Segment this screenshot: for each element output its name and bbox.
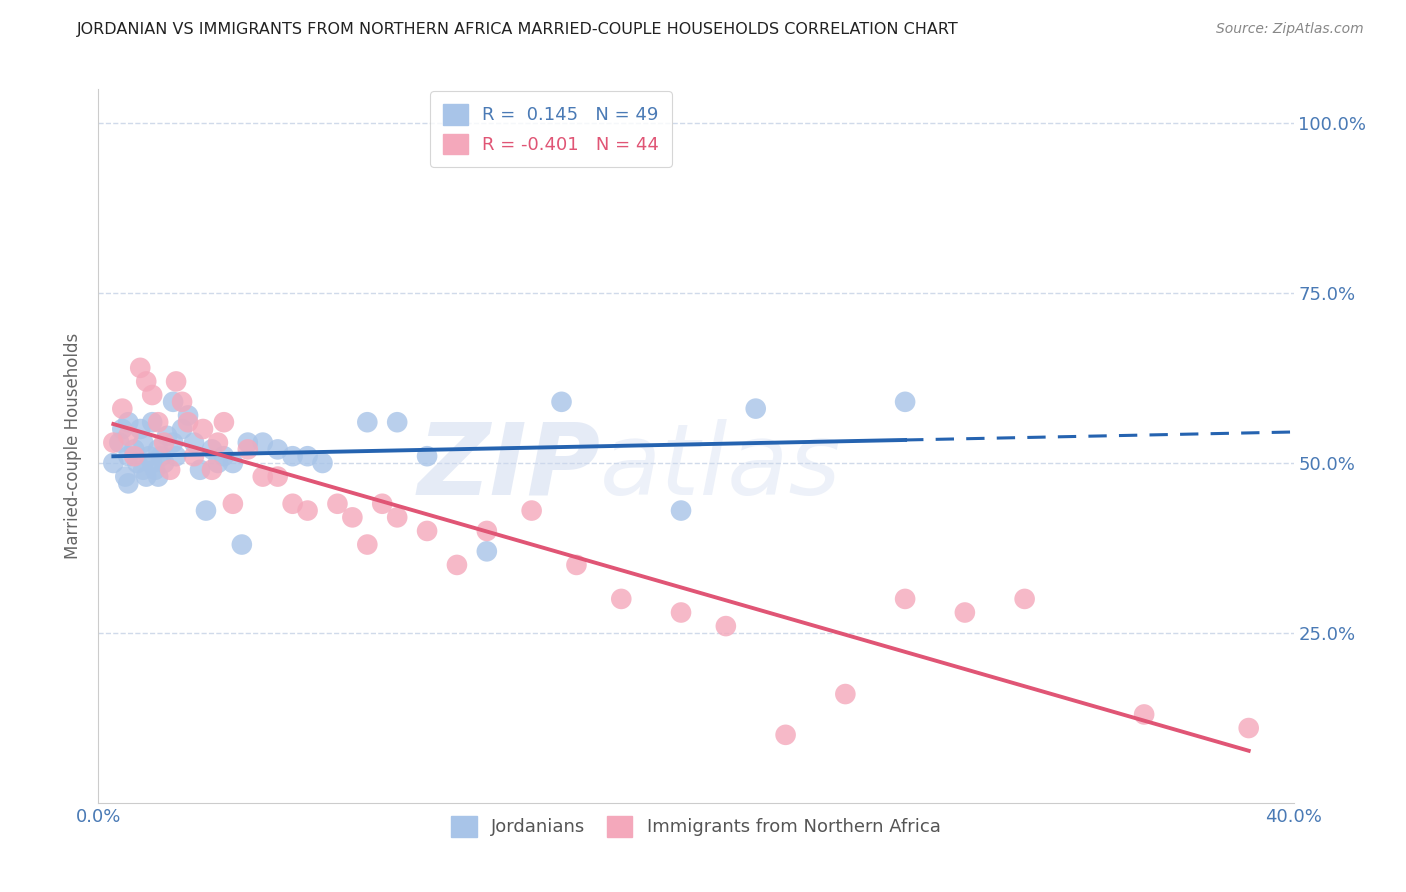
Point bbox=[446, 558, 468, 572]
Point bbox=[222, 456, 245, 470]
Point bbox=[165, 449, 187, 463]
Point bbox=[222, 497, 245, 511]
Point bbox=[156, 429, 179, 443]
Point bbox=[148, 442, 170, 457]
Point bbox=[356, 415, 378, 429]
Point bbox=[311, 456, 333, 470]
Point bbox=[236, 435, 259, 450]
Point bbox=[124, 449, 146, 463]
Point bbox=[124, 442, 146, 457]
Point bbox=[207, 435, 229, 450]
Point bbox=[191, 422, 214, 436]
Y-axis label: Married-couple Households: Married-couple Households bbox=[63, 333, 82, 559]
Point bbox=[183, 435, 205, 450]
Point bbox=[114, 469, 136, 483]
Point bbox=[132, 463, 155, 477]
Point bbox=[129, 422, 152, 436]
Point bbox=[267, 442, 290, 457]
Point bbox=[714, 619, 737, 633]
Point bbox=[138, 449, 160, 463]
Point bbox=[342, 510, 364, 524]
Point bbox=[183, 449, 205, 463]
Point bbox=[281, 497, 304, 511]
Point bbox=[894, 394, 917, 409]
Point bbox=[252, 469, 274, 483]
Point bbox=[153, 456, 176, 470]
Text: ZIP: ZIP bbox=[418, 419, 600, 516]
Point bbox=[127, 456, 149, 470]
Point bbox=[1237, 721, 1260, 735]
Point bbox=[475, 544, 498, 558]
Point bbox=[231, 537, 253, 551]
Point bbox=[475, 524, 498, 538]
Point bbox=[669, 606, 692, 620]
Point bbox=[135, 375, 157, 389]
Point bbox=[103, 435, 125, 450]
Point bbox=[550, 394, 572, 409]
Point bbox=[297, 503, 319, 517]
Point bbox=[520, 503, 543, 517]
Point bbox=[172, 394, 194, 409]
Point bbox=[188, 463, 211, 477]
Point bbox=[297, 449, 319, 463]
Point bbox=[150, 449, 173, 463]
Point bbox=[148, 469, 170, 483]
Point bbox=[236, 442, 259, 457]
Point bbox=[159, 463, 181, 477]
Point bbox=[371, 497, 394, 511]
Point bbox=[108, 435, 131, 450]
Point bbox=[385, 510, 409, 524]
Point bbox=[385, 415, 409, 429]
Text: atlas: atlas bbox=[600, 419, 842, 516]
Point bbox=[195, 503, 218, 517]
Point bbox=[141, 388, 163, 402]
Point bbox=[132, 435, 155, 450]
Point bbox=[148, 415, 170, 429]
Point bbox=[326, 497, 349, 511]
Point bbox=[172, 422, 194, 436]
Point bbox=[775, 728, 797, 742]
Point bbox=[103, 456, 125, 470]
Point bbox=[201, 442, 224, 457]
Point bbox=[281, 449, 304, 463]
Point bbox=[117, 429, 139, 443]
Point bbox=[610, 591, 633, 606]
Point bbox=[894, 591, 917, 606]
Point bbox=[953, 606, 976, 620]
Point bbox=[745, 401, 768, 416]
Point bbox=[177, 415, 200, 429]
Point bbox=[416, 449, 439, 463]
Text: JORDANIAN VS IMMIGRANTS FROM NORTHERN AFRICA MARRIED-COUPLE HOUSEHOLDS CORRELATI: JORDANIAN VS IMMIGRANTS FROM NORTHERN AF… bbox=[77, 22, 959, 37]
Point bbox=[162, 435, 184, 450]
Text: Source: ZipAtlas.com: Source: ZipAtlas.com bbox=[1216, 22, 1364, 37]
Point bbox=[207, 456, 229, 470]
Point bbox=[177, 409, 200, 423]
Point bbox=[111, 401, 134, 416]
Point bbox=[143, 463, 166, 477]
Point bbox=[141, 415, 163, 429]
Point bbox=[356, 537, 378, 551]
Point bbox=[565, 558, 588, 572]
Point bbox=[1133, 707, 1156, 722]
Point bbox=[212, 449, 235, 463]
Point bbox=[669, 503, 692, 517]
Point bbox=[267, 469, 290, 483]
Point bbox=[165, 375, 187, 389]
Point bbox=[162, 394, 184, 409]
Point bbox=[252, 435, 274, 450]
Point bbox=[416, 524, 439, 538]
Point bbox=[129, 360, 152, 375]
Point bbox=[153, 435, 176, 450]
Point bbox=[111, 422, 134, 436]
Point bbox=[117, 476, 139, 491]
Point bbox=[141, 456, 163, 470]
Legend: Jordanians, Immigrants from Northern Africa: Jordanians, Immigrants from Northern Afr… bbox=[444, 808, 948, 844]
Point bbox=[212, 415, 235, 429]
Point bbox=[201, 463, 224, 477]
Point bbox=[135, 469, 157, 483]
Point bbox=[117, 449, 139, 463]
Point bbox=[1014, 591, 1036, 606]
Point bbox=[117, 415, 139, 429]
Point bbox=[834, 687, 856, 701]
